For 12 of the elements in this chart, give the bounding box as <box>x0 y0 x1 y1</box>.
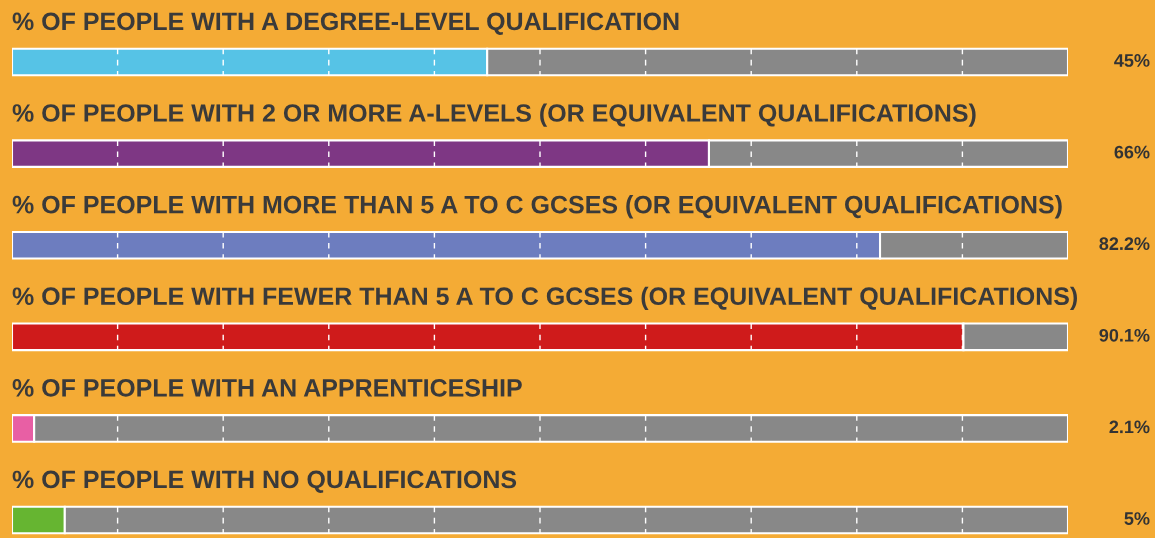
data-label: 82.2% <box>1099 237 1150 251</box>
data-label: 2.1% <box>1109 420 1150 434</box>
y-tick-label: % OF PEOPLE WITH MORE THAN 5 A TO C GCSES (OR EQUIVALENT QUALIFICATIONS) <box>12 195 1062 219</box>
y-tick-label: % OF PEOPLE WITH A DEGREE-LEVEL QUALIFICATION <box>12 12 679 35</box>
y-tick-label: % OF PEOPLE WITH NO QUALIFICATIONS <box>12 470 517 493</box>
data-label: 45% <box>1114 54 1150 67</box>
y-tick-label: % OF PEOPLE WITH AN APPRENTICESHIP <box>12 378 522 397</box>
data-label: 66% <box>1114 145 1150 159</box>
data-label: 5% <box>1124 512 1150 525</box>
data-label: 90.1% <box>1099 328 1150 342</box>
y-tick-label: % OF PEOPLE WITH 2 OR MORE A-LEVELS (OR EQUIVALENT QUALIFICATIONS) <box>12 103 976 127</box>
y-tick-label: % OF PEOPLE WITH FEWER THAN 5 A TO C GCSES (OR EQUIVALENT QUALIFICATIONS) <box>12 286 1077 311</box>
